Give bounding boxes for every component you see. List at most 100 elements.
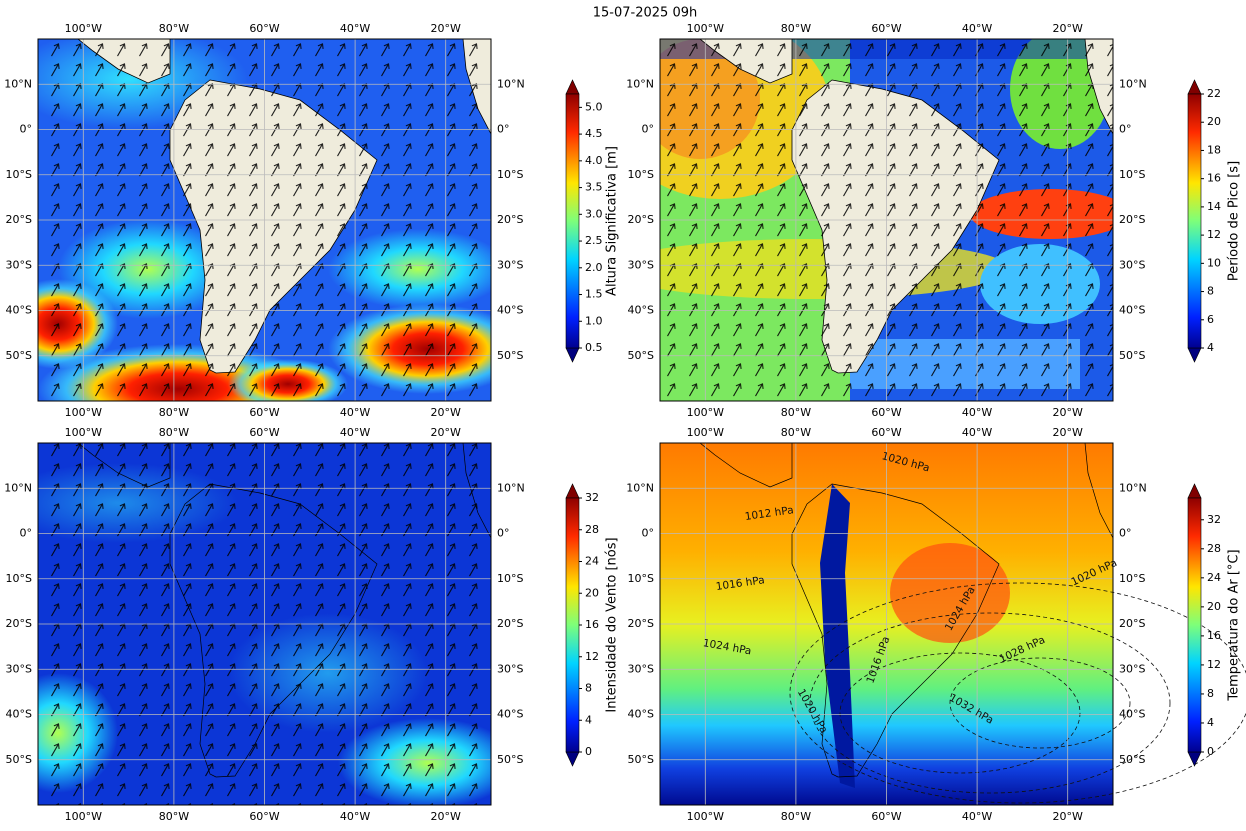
lat-label: 50°S (1119, 349, 1145, 362)
lat-label: 10°S (6, 168, 32, 181)
colorbar-extend (565, 347, 580, 363)
lat-label: 20°S (628, 617, 654, 630)
colorbar-tick-label: 4 (585, 713, 592, 726)
lat-label: 50°S (497, 349, 523, 362)
colorbar-extend (565, 79, 580, 95)
lon-label: 100°W (65, 810, 102, 823)
colorbar-tick-label: 20 (1207, 115, 1221, 128)
colorbar (565, 93, 580, 349)
colorbar-tick-label: 20 (1207, 600, 1221, 613)
lat-label: 10°S (1119, 168, 1145, 181)
map-panel: 100°W 100°W 80°W 80°W 60°W 60°W 40°W 40°W 20°W 20… (626, 22, 1241, 419)
colorbar-extend (1187, 751, 1202, 767)
colorbar-tick-label: 8 (585, 682, 592, 695)
lat-label: 20°S (6, 617, 32, 630)
colorbar-tick-label: 18 (1207, 143, 1221, 156)
colorbar-tick-label: 3.5 (585, 181, 603, 194)
lon-label: 40°W (340, 810, 370, 823)
lon-label: 20°W (1053, 810, 1083, 823)
colorbar-tick-label: 3.0 (585, 207, 603, 220)
lon-label: 20°W (431, 22, 461, 35)
lon-label: 80°W (159, 22, 189, 35)
lon-label: 100°W (65, 426, 102, 439)
lat-label: 10°S (6, 572, 32, 585)
lat-label: 40°S (1119, 304, 1145, 317)
colorbar-label: Intensidade do Vento [nós] (605, 537, 620, 712)
lon-label: 60°W (249, 22, 279, 35)
lat-label: 10°S (628, 168, 654, 181)
lat-label: 50°S (6, 753, 32, 766)
lon-label: 100°W (687, 406, 724, 419)
lat-label: 50°S (628, 349, 654, 362)
colorbar (1187, 497, 1202, 753)
map-frame (37, 442, 492, 806)
colorbar-tick-label: 14 (1207, 200, 1221, 213)
lon-label: 80°W (781, 22, 811, 35)
colorbar-tick-label: 12 (1207, 228, 1221, 241)
lat-label: 10°N (1119, 77, 1147, 90)
lat-label: 30°S (628, 258, 654, 271)
lon-label: 60°W (871, 406, 901, 419)
lon-label: 80°W (159, 426, 189, 439)
lat-label: 10°N (626, 77, 654, 90)
lon-label: 40°W (962, 426, 992, 439)
colorbar (565, 497, 580, 753)
colorbar-tick-label: 2.0 (585, 261, 603, 274)
lon-label: 60°W (249, 426, 279, 439)
lon-label: 40°W (340, 426, 370, 439)
lat-label: 30°S (497, 662, 523, 675)
colorbar-tick-label: 4.0 (585, 154, 603, 167)
lat-label: 10°N (1119, 481, 1147, 494)
map-panel: 100°W 100°W 80°W 80°W 60°W 60°W 40°W 40°W 20°W 20… (4, 22, 620, 419)
lat-label: 30°S (1119, 258, 1145, 271)
map-panel: 100°W 100°W 80°W 80°W 60°W 60°W 40°W 40°W 20°W 20… (4, 426, 620, 823)
lon-label: 60°W (249, 810, 279, 823)
lon-label: 100°W (65, 406, 102, 419)
colorbar-tick-label: 12 (585, 650, 599, 663)
colorbar-tick-label: 0 (1207, 745, 1214, 758)
lon-label: 80°W (159, 406, 189, 419)
lat-label: 40°S (628, 304, 654, 317)
lat-label: 30°S (1119, 662, 1145, 675)
colorbar-tick-label: 2.5 (585, 234, 603, 247)
lat-label: 10°S (628, 572, 654, 585)
lat-label: 30°S (6, 662, 32, 675)
colorbar-tick-label: 28 (585, 523, 599, 536)
lon-label: 20°W (1053, 22, 1083, 35)
colorbar-extend (1187, 483, 1202, 499)
colorbar-tick-label: 1.0 (585, 314, 603, 327)
colorbar-tick-label: 0 (585, 745, 592, 758)
colorbar-tick-label: 20 (585, 586, 599, 599)
lat-label: 40°S (497, 708, 523, 721)
colorbar-label: Altura Significativa [m] (605, 146, 620, 296)
lat-label: 10°N (497, 481, 525, 494)
lat-label: 0° (497, 123, 510, 136)
colorbar (1187, 93, 1202, 349)
lon-label: 80°W (781, 810, 811, 823)
lon-label: 40°W (340, 406, 370, 419)
colorbar-tick-label: 16 (1207, 629, 1221, 642)
colorbar-tick-label: 32 (585, 491, 599, 504)
colorbar-tick-label: 4 (1207, 716, 1214, 729)
lat-label: 10°S (497, 572, 523, 585)
lon-label: 20°W (1053, 406, 1083, 419)
colorbar-tick-label: 10 (1207, 256, 1221, 269)
lon-label: 80°W (781, 406, 811, 419)
colorbar-extend (1187, 347, 1202, 363)
lat-label: 30°S (628, 662, 654, 675)
lat-label: 0° (642, 527, 655, 540)
colorbar-label: Temperatura do Ar [°C] (1227, 549, 1242, 701)
colorbar-tick-label: 24 (585, 555, 599, 568)
colorbar-tick-label: 16 (1207, 172, 1221, 185)
lat-label: 0° (497, 527, 510, 540)
lon-label: 60°W (871, 426, 901, 439)
colorbar-extend (565, 483, 580, 499)
figure-title: 15-07-2025 09h (593, 6, 697, 21)
map-panel: 100°W 100°W 80°W 80°W 60°W 60°W 40°W 40°W 20°W 20… (626, 426, 1246, 823)
lat-label: 20°S (497, 213, 523, 226)
map-frame (659, 442, 1114, 806)
lon-label: 60°W (249, 406, 279, 419)
isobar (789, 582, 1246, 804)
lat-label: 50°S (1119, 753, 1145, 766)
lon-label: 100°W (687, 810, 724, 823)
